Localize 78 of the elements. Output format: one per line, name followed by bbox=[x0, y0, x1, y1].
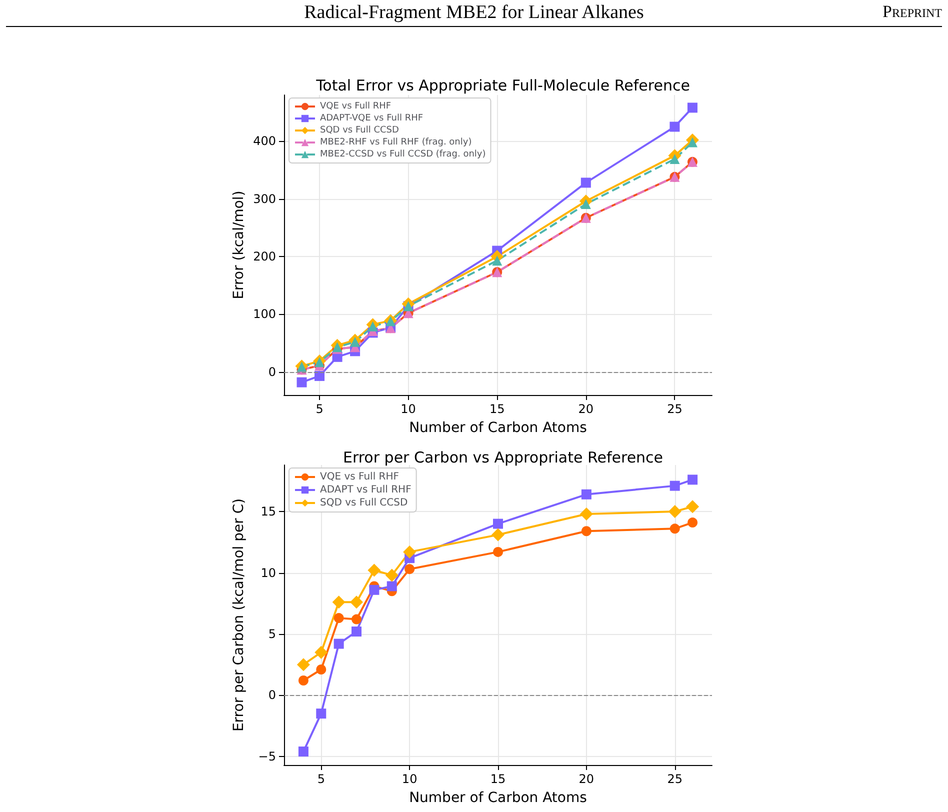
point bbox=[580, 507, 593, 520]
x-tick-label: 15 bbox=[490, 772, 506, 786]
x-tick-label: 25 bbox=[667, 772, 682, 786]
y-tick-label: 5 bbox=[268, 626, 276, 641]
y-tick-label: 200 bbox=[253, 250, 276, 264]
legend-label: ADAPT vs Full RHF bbox=[320, 484, 412, 496]
point bbox=[368, 564, 381, 577]
y-tick-label: 400 bbox=[253, 134, 276, 148]
x-tick-label: 5 bbox=[317, 772, 325, 786]
y-tick-label: 0 bbox=[268, 688, 276, 702]
legend-label: VQE vs Full RHF bbox=[320, 102, 392, 112]
point bbox=[314, 357, 325, 368]
point bbox=[368, 321, 378, 332]
point bbox=[404, 564, 415, 574]
y-tick-label: 300 bbox=[253, 192, 276, 206]
point bbox=[670, 480, 680, 491]
point bbox=[334, 613, 344, 624]
point bbox=[314, 370, 325, 381]
x-tick-label: 20 bbox=[578, 772, 594, 786]
point bbox=[369, 584, 380, 595]
y-axis-title: Error (kcal/mol) bbox=[231, 190, 247, 300]
x-axis-title: Number of Carbon Atoms bbox=[409, 420, 587, 436]
point bbox=[687, 137, 698, 148]
point bbox=[493, 518, 503, 529]
text: Radical-Fragment MBE2 for Linear Alkanes bbox=[304, 2, 644, 23]
point bbox=[386, 581, 397, 592]
point bbox=[581, 526, 592, 536]
point bbox=[670, 154, 680, 164]
y-tick-label: 0 bbox=[268, 364, 276, 379]
x-tick-label: 5 bbox=[316, 402, 324, 416]
point bbox=[688, 474, 698, 485]
point bbox=[580, 178, 591, 188]
legend-label: MBE2-RHF vs Full RHF (frag. only) bbox=[320, 138, 472, 148]
point bbox=[492, 256, 502, 266]
point bbox=[296, 658, 310, 672]
legend-label: VQE vs Full RHF bbox=[320, 472, 400, 482]
x-axis-title: Number of Carbon Atoms bbox=[409, 790, 587, 806]
point bbox=[350, 596, 364, 609]
point bbox=[316, 664, 326, 674]
x-tick-label: 15 bbox=[489, 402, 505, 416]
point bbox=[670, 122, 680, 132]
point bbox=[352, 626, 362, 637]
x-tick-label: 10 bbox=[400, 402, 416, 416]
legend-label: MBE2-CCSD vs Full CCSD (frag. only) bbox=[320, 150, 486, 160]
point bbox=[314, 646, 328, 659]
point bbox=[316, 708, 326, 719]
point bbox=[352, 614, 362, 624]
point bbox=[686, 500, 700, 514]
point bbox=[580, 199, 591, 210]
point bbox=[385, 568, 398, 582]
point bbox=[298, 746, 308, 757]
legend-label: ADAPT-VQE vs Full RHF bbox=[320, 114, 424, 124]
x-tick-label: 25 bbox=[667, 402, 682, 416]
y-tick-label: 10 bbox=[260, 566, 276, 580]
x-tick-label: 20 bbox=[578, 402, 594, 416]
point bbox=[403, 545, 416, 558]
point bbox=[668, 505, 682, 518]
point bbox=[296, 377, 307, 388]
point bbox=[493, 546, 503, 557]
chart-title: Total Error vs Appropriate Full-Molecule Reference bbox=[315, 76, 690, 94]
point bbox=[581, 489, 592, 500]
legend-label: SQD vs Full CCSD bbox=[320, 498, 408, 508]
point bbox=[350, 336, 360, 347]
y-tick-label: 15 bbox=[260, 504, 276, 519]
point bbox=[334, 638, 344, 649]
point bbox=[687, 102, 698, 113]
y-tick-label: 100 bbox=[253, 307, 276, 322]
point bbox=[492, 528, 504, 542]
y-tick-label: −5 bbox=[258, 749, 276, 764]
point bbox=[688, 518, 698, 528]
x-tick-label: 10 bbox=[402, 772, 418, 786]
chart-title: Error per Carbon vs Appropriate Reference bbox=[342, 448, 664, 466]
text: Preprint bbox=[882, 2, 942, 22]
point bbox=[298, 676, 308, 686]
y-axis-title: Error per Carbon (kcal/mol per C) bbox=[231, 498, 247, 732]
point bbox=[332, 596, 346, 609]
point bbox=[670, 524, 680, 534]
legend-label: SQD vs Full CCSD bbox=[320, 126, 399, 136]
